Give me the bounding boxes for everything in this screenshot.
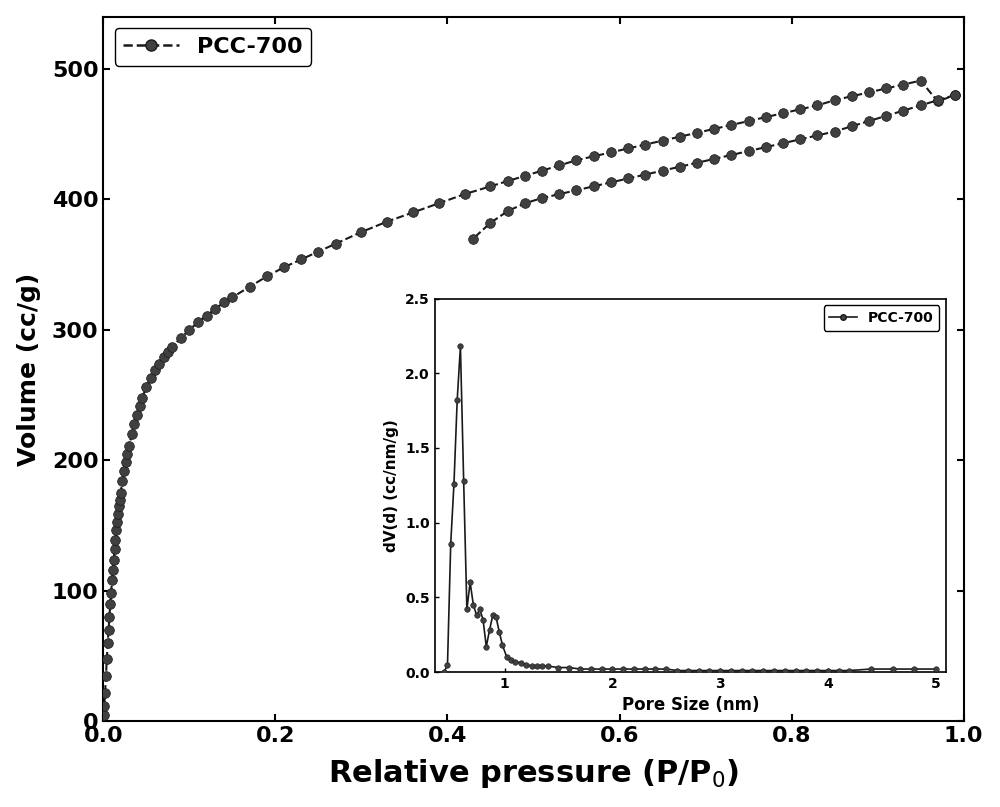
- Legend: PCC-700: PCC-700: [114, 27, 311, 65]
- Y-axis label: Volume (cc/g): Volume (cc/g): [17, 273, 41, 466]
- X-axis label: Relative pressure (P/P$_0$): Relative pressure (P/P$_0$): [328, 757, 739, 790]
